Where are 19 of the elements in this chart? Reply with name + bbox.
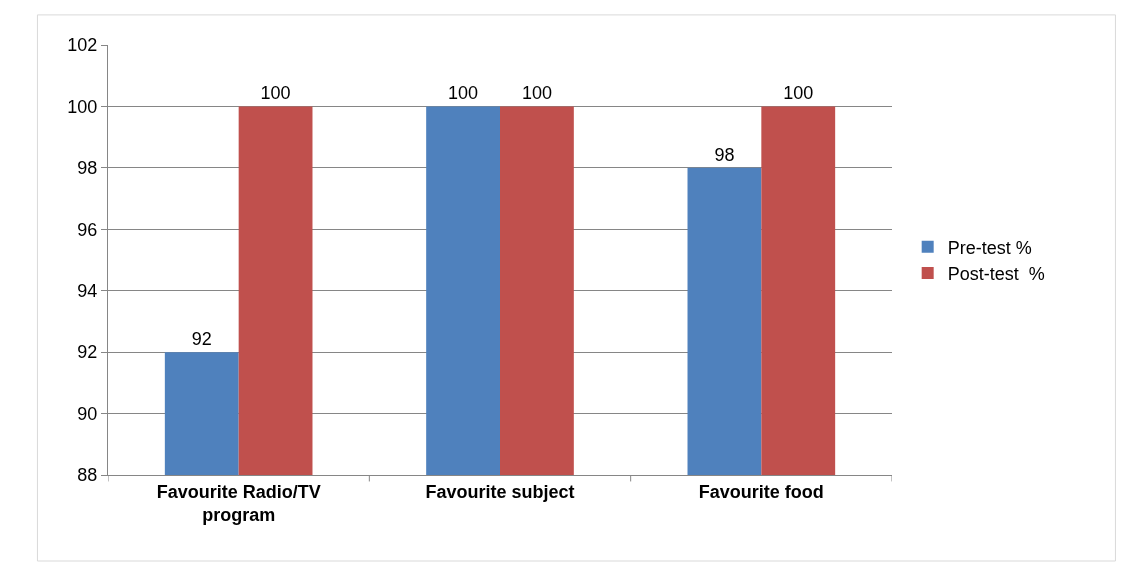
- y-tick-label: 88: [77, 465, 98, 486]
- y-tick-label: 102: [67, 35, 98, 56]
- x-tick-label: Favourite Radio/TV program: [156, 481, 321, 525]
- y-tick-label: 94: [77, 281, 98, 302]
- y-tick-label: 96: [77, 219, 98, 240]
- y-tick-label: 92: [77, 342, 98, 363]
- legend-label: Post-test %: [947, 264, 1045, 285]
- y-tick-label: 90: [77, 403, 98, 424]
- x-tick-label: Favourite food: [698, 481, 824, 502]
- data-label: 98: [714, 144, 735, 165]
- x-tick-label: Favourite subject: [425, 481, 575, 502]
- y-tick-label: 100: [67, 96, 98, 117]
- data-label: 100: [521, 83, 552, 104]
- data-label: 92: [191, 329, 212, 350]
- legend-label: Pre-test %: [947, 237, 1032, 258]
- data-label: 100: [260, 83, 291, 104]
- y-tick-label: 98: [77, 158, 98, 179]
- data-label: 100: [783, 83, 814, 104]
- data-label: 100: [448, 83, 479, 104]
